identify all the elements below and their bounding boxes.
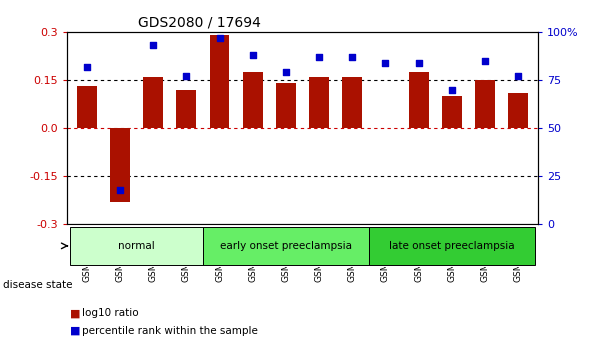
Bar (176, 90, 196, 128)
Text: disease state: disease state (3, 280, 72, 290)
Bar (309, 77, 329, 128)
Point (480, 58, 490, 64)
Bar (369, 227, 535, 265)
Bar (110, 128, 130, 202)
Bar (203, 227, 369, 265)
Bar (77, 86, 97, 128)
Point (513, 73, 523, 79)
Text: ■: ■ (70, 308, 80, 318)
Point (381, 60, 390, 65)
Point (314, 54, 324, 60)
Point (148, 42, 158, 48)
Point (82, 64, 92, 69)
Point (215, 35, 224, 40)
Point (447, 87, 457, 92)
Text: percentile rank within the sample: percentile rank within the sample (82, 326, 258, 336)
Bar (143, 77, 163, 128)
Bar (243, 72, 263, 128)
Bar (342, 77, 362, 128)
Bar (508, 93, 528, 128)
Bar (210, 35, 229, 128)
Text: normal: normal (118, 241, 155, 251)
Point (248, 52, 258, 58)
Bar (70, 227, 203, 265)
Bar (442, 96, 461, 128)
Point (181, 73, 191, 79)
Point (347, 54, 357, 60)
Point (414, 60, 424, 65)
Text: late onset preeclampsia: late onset preeclampsia (389, 241, 514, 251)
Text: early onset preeclampsia: early onset preeclampsia (220, 241, 352, 251)
Bar (475, 80, 495, 128)
Bar (276, 83, 296, 128)
Text: log10 ratio: log10 ratio (82, 308, 139, 318)
Text: ■: ■ (70, 326, 80, 336)
Point (115, 187, 125, 193)
Text: GDS2080 / 17694: GDS2080 / 17694 (137, 15, 260, 29)
Bar (409, 72, 429, 128)
Point (281, 69, 291, 75)
